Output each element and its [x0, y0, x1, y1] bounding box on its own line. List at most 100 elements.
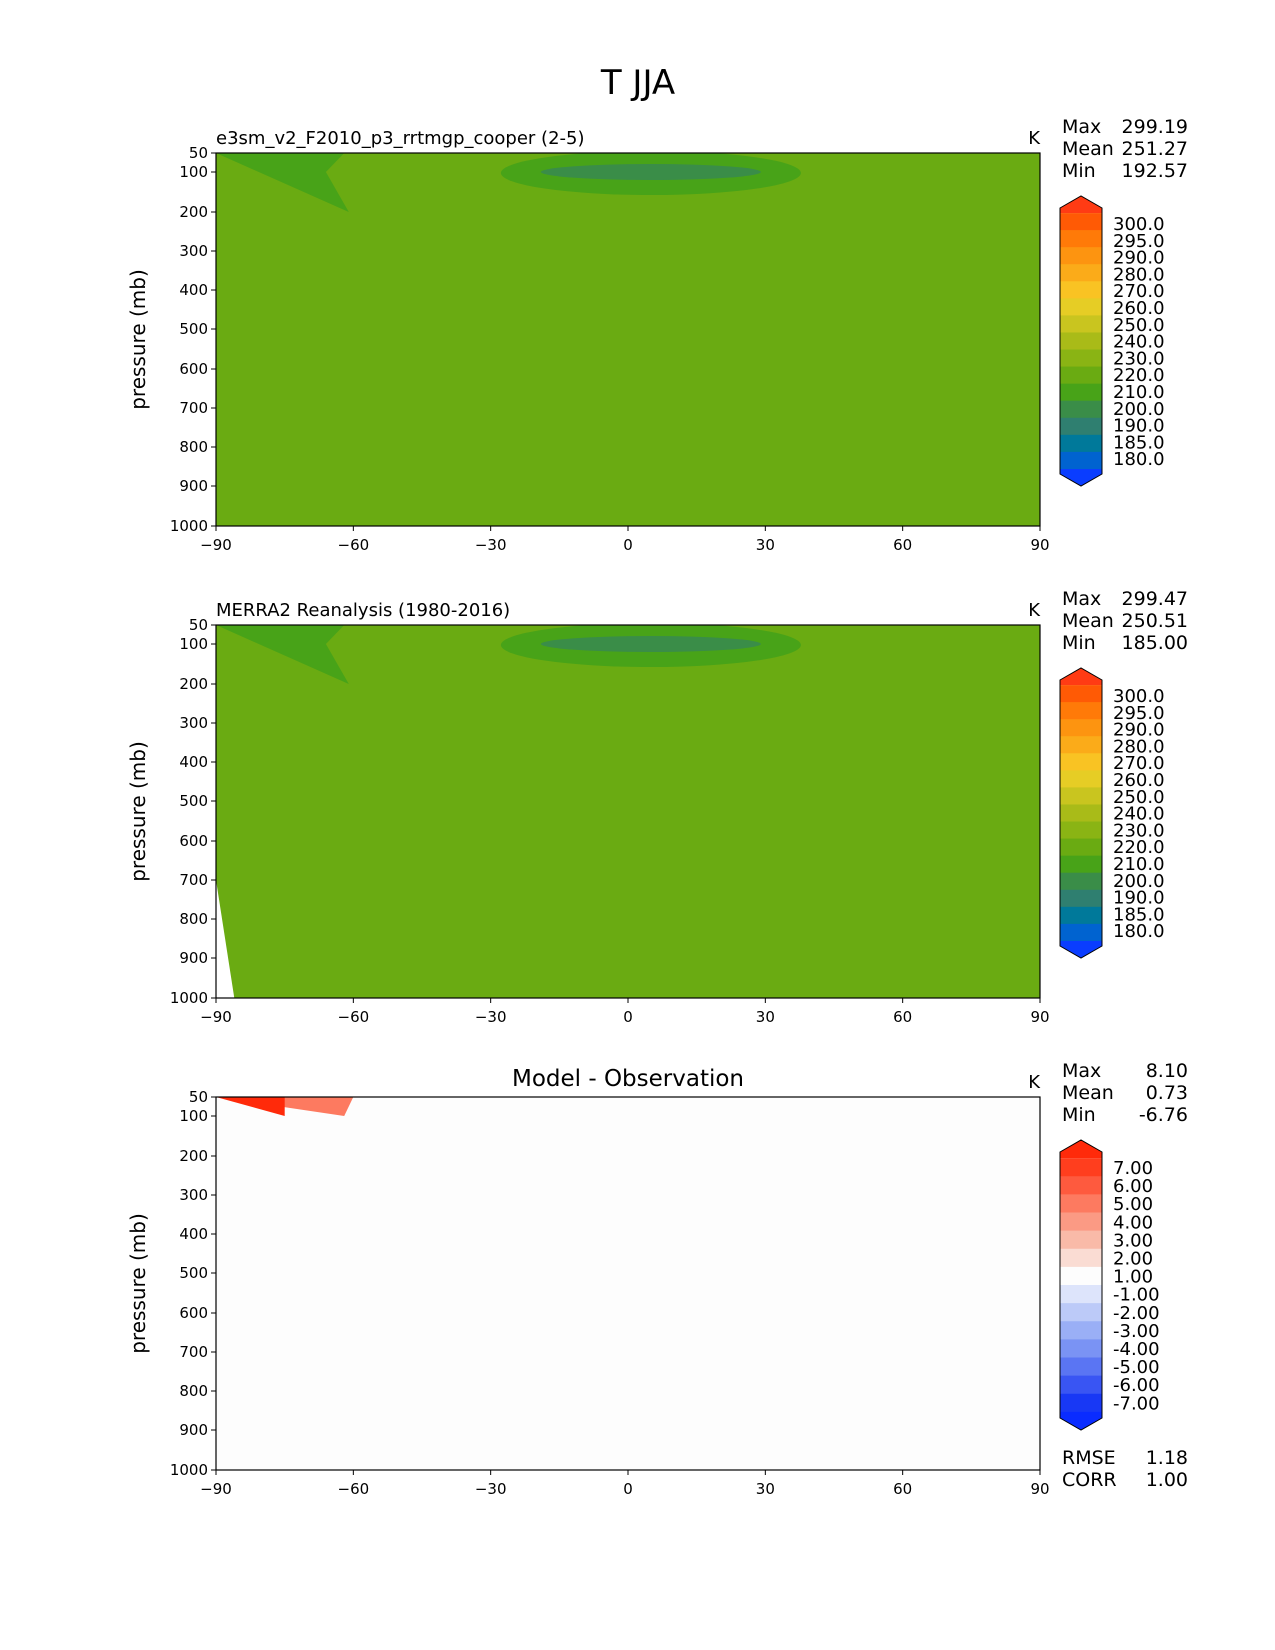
colorbar-tick-label: 200.0 — [1113, 871, 1165, 892]
colorbar-tick-label: -2.00 — [1113, 1303, 1160, 1324]
colorbar-segment — [1060, 434, 1102, 453]
colorbar-tick-label: 280.0 — [1113, 736, 1165, 757]
metric-value: 1.00 — [1146, 1469, 1188, 1491]
x-tick-label: 60 — [893, 1480, 912, 1498]
colorbar-segment — [1060, 1194, 1102, 1213]
field-band-210 — [216, 625, 1040, 998]
x-tick-label: 0 — [623, 1480, 633, 1498]
x-tick-label: 0 — [623, 536, 633, 554]
x-tick-label: −30 — [475, 1480, 507, 1498]
colorbar-tick-label: 190.0 — [1113, 888, 1165, 909]
colorbar-segment — [1060, 1357, 1102, 1377]
colorbar-frame — [1059, 195, 1103, 487]
x-tick-label: 0 — [623, 1008, 633, 1026]
field-band-210 — [216, 153, 1040, 526]
panel-title: Model - Observation — [512, 1066, 744, 1092]
y-tick-label: 400 — [179, 281, 208, 299]
colorbar-tick-label: 3.00 — [1113, 1230, 1153, 1251]
metric-label: RMSE — [1062, 1447, 1116, 1469]
colorbar-segment — [1060, 855, 1102, 874]
field-tropopause-190 — [540, 164, 761, 180]
colorbar-tick-label: 270.0 — [1113, 753, 1165, 774]
colorbar-tick-label: 220.0 — [1113, 365, 1165, 386]
colorbar-segment — [1060, 366, 1102, 385]
colorbar-segment — [1060, 872, 1102, 891]
y-tick-label: 100 — [179, 635, 208, 653]
y-tick-label: 200 — [179, 1147, 208, 1165]
colorbar-tick-label: 295.0 — [1113, 231, 1165, 252]
y-tick-label: 500 — [179, 1264, 208, 1282]
x-tick-label: 30 — [756, 1480, 775, 1498]
panel-difference: −90 −60 −30 0 30 60 90501002003004005006007008… — [126, 1060, 1188, 1498]
units-label: K — [1028, 1072, 1041, 1093]
x-tick-label: −90 — [200, 536, 232, 554]
colorbar-segment — [1060, 702, 1102, 720]
colorbar-tick-label: 5.00 — [1113, 1194, 1153, 1215]
field-missing-data — [216, 880, 235, 998]
colorbar-segment — [1060, 1248, 1102, 1268]
colorbar-frame — [1059, 1139, 1103, 1431]
colorbar-tick-label: 210.0 — [1113, 382, 1165, 403]
x-tick-label: −60 — [338, 1008, 370, 1026]
colorbar-tick-label: 270.0 — [1113, 281, 1165, 302]
colorbar-segment — [1060, 315, 1102, 333]
colorbar-segment — [1060, 230, 1102, 248]
stat-value: 192.57 — [1122, 160, 1188, 182]
panel-subtitle: MERRA2 Reanalysis (1980-2016) — [216, 600, 510, 621]
colorbar-segment — [1060, 1158, 1102, 1177]
colorbar-tick-label: 260.0 — [1113, 770, 1165, 791]
colorbar-tick-label: 210.0 — [1113, 854, 1165, 875]
colorbar-segment — [1060, 1321, 1102, 1340]
colorbar-tick-label: 2.00 — [1113, 1249, 1153, 1270]
colorbar-segment — [1060, 685, 1102, 703]
y-tick-label: 700 — [179, 1343, 208, 1361]
colorbar-extend-min — [1060, 1411, 1102, 1430]
colorbar-tick-label: -3.00 — [1113, 1321, 1160, 1342]
colorbar-extend-max — [1060, 1140, 1102, 1159]
colorbar-tick-label: -7.00 — [1113, 1393, 1160, 1414]
colorbar-tick-label: 300.0 — [1113, 214, 1165, 235]
x-tick-label: 60 — [893, 536, 912, 554]
colorbar-segment — [1060, 838, 1102, 857]
stat-label: Max — [1062, 1060, 1101, 1082]
y-tick-label: 600 — [179, 360, 208, 378]
metric-value: 1.18 — [1146, 1447, 1188, 1469]
colorbar-frame — [1059, 667, 1103, 959]
colorbar-tick-label: 260.0 — [1113, 298, 1165, 319]
field-band-200 — [216, 153, 349, 212]
colorbar-segment — [1060, 787, 1102, 805]
colorbar-segment — [1060, 1393, 1102, 1413]
colorbar-tick-label: 240.0 — [1113, 332, 1165, 353]
field-band-200 — [216, 625, 349, 684]
colorbar-segment — [1060, 1375, 1102, 1395]
colorbar-tick-label: -6.00 — [1113, 1375, 1160, 1396]
figure-title: T JJA — [600, 63, 675, 103]
colorbar-segment — [1060, 213, 1102, 231]
y-tick-label: 200 — [179, 675, 208, 693]
y-tick-label: 500 — [179, 320, 208, 338]
y-tick-label: 50 — [189, 1088, 208, 1106]
y-axis-label: pressure (mb) — [126, 269, 150, 410]
colorbar-tick-label: 280.0 — [1113, 264, 1165, 285]
x-tick-label: 30 — [756, 1008, 775, 1026]
colorbar-segment — [1060, 298, 1102, 316]
colorbar-segment — [1060, 1266, 1102, 1286]
colorbar-segment — [1060, 1303, 1102, 1322]
colorbar-segment — [1060, 804, 1102, 823]
colorbar-tick-label: 290.0 — [1113, 720, 1165, 741]
colorbar-tick-label: 200.0 — [1113, 399, 1165, 420]
colorbar-segment — [1060, 400, 1102, 419]
y-tick-label: 600 — [179, 1304, 208, 1322]
colorbar-tick-label: 6.00 — [1113, 1176, 1153, 1197]
y-tick-label: 900 — [179, 1421, 208, 1439]
y-tick-label: 50 — [189, 144, 208, 162]
colorbar-tick-label: 1.00 — [1113, 1267, 1153, 1288]
colorbar-tick-label: 240.0 — [1113, 804, 1165, 825]
y-tick-label: 1000 — [170, 1461, 208, 1479]
colorbar-tick-label: 4.00 — [1113, 1212, 1153, 1233]
x-tick-label: −60 — [338, 1480, 370, 1498]
colorbar-segment — [1060, 770, 1102, 788]
x-tick-label: −60 — [338, 536, 370, 554]
